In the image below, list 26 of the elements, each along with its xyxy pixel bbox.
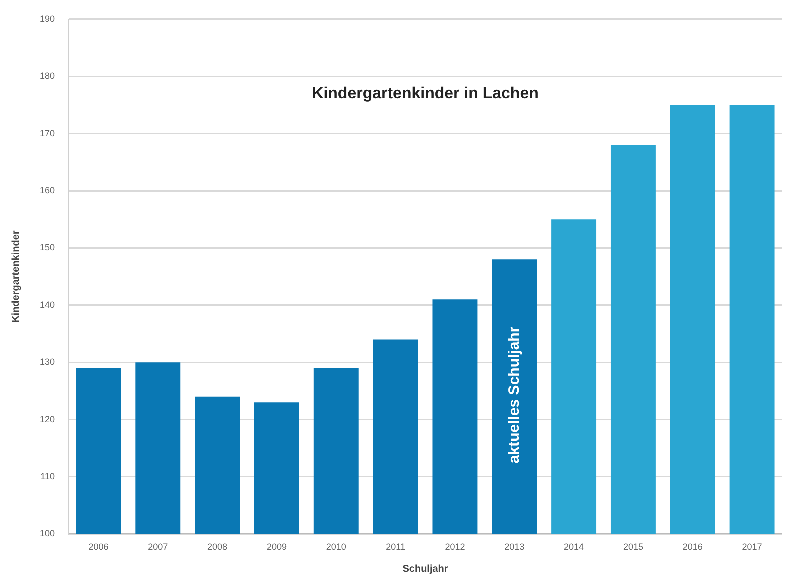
y-tick-label: 150 [40, 242, 56, 253]
x-tick-label: 2008 [208, 542, 228, 552]
y-axis-title: Kindergartenkinder [10, 230, 22, 323]
annotation: aktuelles Schuljahr [506, 326, 523, 464]
x-tick-label: 2017 [742, 542, 762, 552]
y-tick-label: 120 [40, 414, 56, 424]
x-axis-title: Schuljahr [402, 564, 448, 575]
y-tick-label: 100 [40, 528, 56, 539]
x-tick-label: 2015 [623, 542, 644, 552]
y-tick-label: 130 [40, 357, 56, 368]
x-tick-label: 2016 [682, 542, 703, 552]
y-tick-label: 190 [40, 14, 56, 24]
text: Kindergartenkinder in Lachen [312, 85, 539, 102]
x-tick-label: 2009 [266, 542, 287, 552]
x-tick-label: 2007 [148, 542, 168, 552]
x-tick-label: 2013 [504, 542, 525, 552]
y-tick-label: 140 [40, 300, 56, 310]
x-tick-label: 2014 [564, 542, 584, 552]
x-tick-label: 2011 [386, 542, 406, 552]
x-tick-label: 2012 [445, 542, 466, 552]
x-tick-label: 2010 [326, 542, 346, 552]
y-tick-label: 180 [40, 71, 56, 82]
y-tick-label: 170 [40, 128, 56, 138]
y-tick-label: 160 [40, 185, 56, 196]
x-tick-label: 2006 [88, 542, 109, 552]
y-tick-label: 110 [40, 471, 56, 482]
